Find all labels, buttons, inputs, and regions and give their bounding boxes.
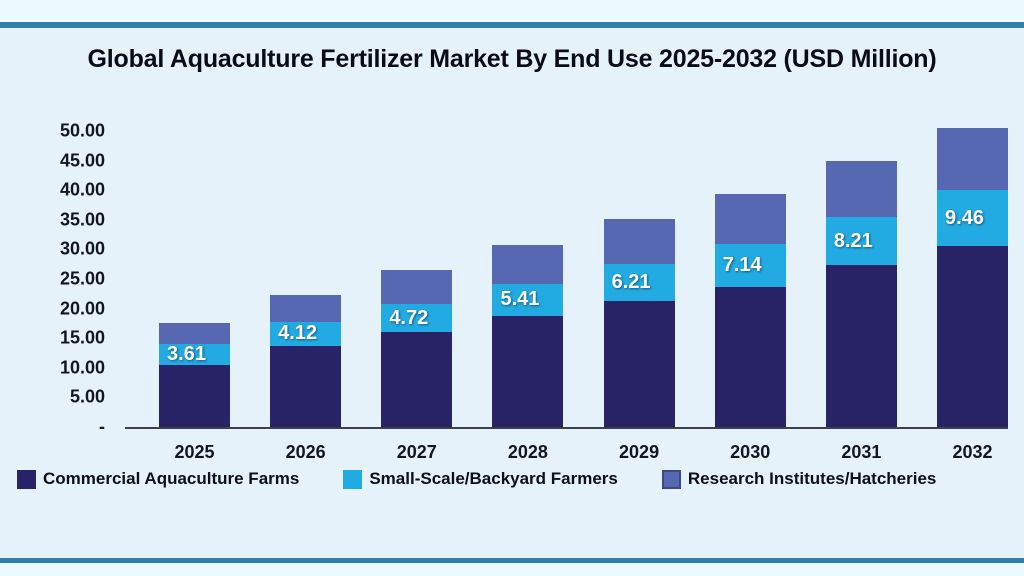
bar-2028: 5.41 2028 [492, 131, 564, 462]
top-border-strip [0, 0, 1024, 22]
bar-value-label: 9.46 [945, 206, 984, 229]
bar-segment [270, 345, 342, 427]
y-axis-tick-label: 5.00 [69, 386, 105, 407]
bar-value-label: 5.41 [500, 288, 540, 311]
bar-value-label: 8.21 [833, 229, 873, 252]
bar-2025: 3.61 2025 [159, 131, 230, 462]
legend-swatch [17, 469, 36, 489]
bar-segment [936, 128, 1008, 191]
bar-2026: 4.12 2026 [270, 131, 342, 462]
y-axis-tick-label: 25.00 [59, 268, 105, 289]
top-divider-line [0, 22, 1024, 28]
legend-swatch [343, 469, 363, 489]
y-axis-tick-label: 35.00 [59, 209, 105, 230]
bar-segment [825, 161, 897, 217]
legend-item-research: Research Institutes/Hatcheries [661, 469, 937, 489]
x-axis-label: 2027 [396, 442, 437, 462]
y-axis-tick-label: 40.00 [59, 179, 105, 200]
bar-segment [825, 265, 897, 427]
bar-2029: 6.21 2029 [603, 131, 675, 462]
chart-title: Global Aquaculture Fertilizer Market By … [87, 45, 937, 73]
chart-panel: Global Aquaculture Fertilizer Market By … [0, 28, 1024, 558]
legend-swatch [661, 469, 681, 489]
bar-2032: 9.46 2032 [936, 128, 1008, 462]
x-axis-label: 2031 [841, 442, 882, 462]
legend-item-small-scale: Small-Scale/Backyard Farmers [343, 469, 618, 489]
bar-segment: 3.61 [159, 343, 230, 366]
bar-segment [492, 315, 564, 427]
x-axis-label: 2029 [619, 442, 660, 462]
bar-value-label: 7.14 [722, 254, 762, 277]
y-axis-tick-label: 10.00 [59, 357, 105, 378]
bar-segment [603, 300, 675, 427]
y-axis-tick-label: - [99, 416, 105, 437]
x-axis-label: 2030 [730, 442, 771, 462]
legend-label: Research Institutes/Hatcheries [687, 469, 937, 488]
bar-segment [159, 365, 230, 427]
bar-segment: 7.14 [714, 244, 786, 287]
y-axis-tick-label: 30.00 [59, 238, 105, 259]
bottom-border-strip [0, 563, 1024, 576]
legend: Commercial Aquaculture Farms Small-Scale… [0, 469, 1024, 489]
y-axis-tick-label: 45.00 [59, 150, 105, 171]
bar-2027: 4.72 2027 [381, 131, 453, 462]
bar-2031: 8.21 2031 [825, 131, 897, 462]
bar-segment [381, 332, 453, 427]
bottom-divider-line [0, 558, 1024, 563]
bar-segment: 4.12 [270, 321, 342, 346]
bar-segment [603, 219, 675, 265]
x-axis-label: 2028 [507, 442, 548, 462]
y-axis-tick-label: 15.00 [59, 327, 105, 348]
x-axis-label: 2032 [952, 442, 993, 462]
bar-segment: 4.72 [381, 304, 453, 333]
bar-segment: 8.21 [825, 216, 897, 266]
legend-label: Small-Scale/Backyard Farmers [369, 469, 618, 488]
bar-value-label: 4.12 [278, 322, 318, 345]
plot-area: 3.61 2025 4.12 2026 4.72 2027 5.41 2028 6.21 2029… [125, 128, 1008, 462]
bar-2030: 7.14 2030 [714, 131, 786, 462]
bar-segment: 6.21 [603, 264, 675, 301]
bar-segment [270, 294, 342, 322]
bar-segment: 9.46 [936, 190, 1008, 247]
x-axis-label: 2026 [285, 442, 326, 462]
chart-area: 50.00 45.00 40.00 35.00 30.00 25.00 20.00 15.00… [0, 121, 1008, 462]
bar-segment [381, 270, 453, 305]
bar-value-label: 4.72 [389, 306, 429, 329]
bar-segment [159, 322, 230, 345]
bar-value-label: 6.21 [611, 271, 651, 294]
legend-item-commercial: Commercial Aquaculture Farms [17, 469, 299, 489]
y-axis-tick-label: 20.00 [59, 298, 105, 319]
legend-label: Commercial Aquaculture Farms [43, 469, 300, 488]
y-axis: 50.00 45.00 40.00 35.00 30.00 25.00 20.00 15.00… [0, 121, 105, 437]
bar-segment [936, 246, 1008, 427]
bar-segment [714, 194, 786, 245]
bar-segment [492, 245, 564, 284]
y-axis-tick-label: 50.00 [59, 120, 105, 141]
x-axis-label: 2025 [174, 442, 215, 462]
bar-value-label: 3.61 [167, 343, 206, 366]
bar-segment [714, 286, 786, 427]
bar-segment: 5.41 [492, 283, 564, 316]
